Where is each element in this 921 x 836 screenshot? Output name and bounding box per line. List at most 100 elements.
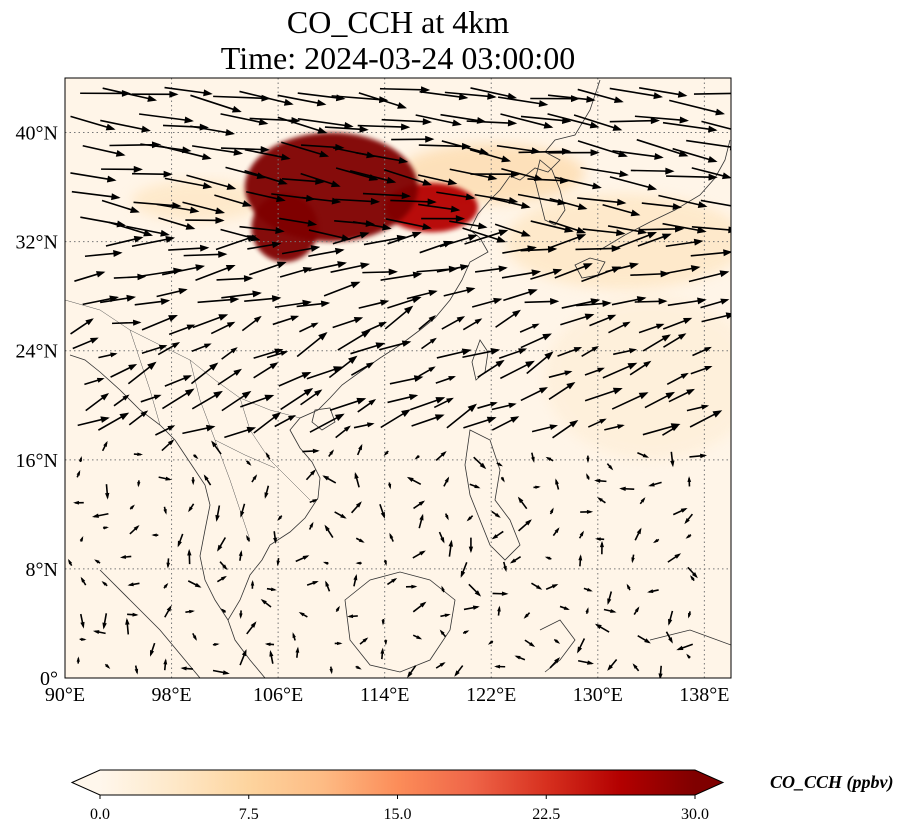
wind-arrow-head: [276, 261, 287, 269]
wind-arrow-head: [498, 229, 509, 237]
wind-arrow-head: [119, 412, 130, 421]
wind-arrow-head: [647, 589, 654, 594]
wind-arrow-head: [160, 298, 171, 305]
wind-arrow-head: [691, 572, 698, 579]
wind-arrow-head: [302, 555, 310, 560]
wind-arrow-head: [312, 448, 320, 454]
wind-arrow-head: [365, 220, 376, 228]
wind-arrow-head: [167, 425, 176, 431]
wind-arrow-head: [434, 414, 445, 421]
wind-arrow-shaft: [547, 113, 598, 128]
wind-arrow-head: [105, 123, 116, 131]
wind-arrow-head: [133, 524, 140, 531]
wind-arrow-head: [184, 388, 195, 397]
wind-arrow-head: [270, 587, 277, 592]
wind-arrow-head: [467, 403, 477, 413]
wind-arrow-head: [520, 202, 531, 209]
wind-arrow-head: [686, 388, 696, 396]
wind-arrow-head: [329, 449, 334, 455]
wind-arrow-head: [544, 351, 554, 360]
wind-arrow-head: [647, 232, 658, 239]
wind-arrow-shaft: [575, 247, 619, 251]
wind-arrow-head: [128, 364, 138, 371]
wind-arrow-head: [353, 573, 358, 581]
wind-arrow-head: [501, 591, 509, 596]
wind-arrow-head: [648, 482, 655, 487]
wind-arrow-head: [460, 570, 466, 578]
wind-arrow-head: [638, 392, 649, 400]
wind-arrow-head: [189, 609, 195, 614]
wind-arrow-head: [122, 394, 130, 401]
wind-arrow-head: [220, 608, 226, 613]
wind-arrow-head: [653, 92, 664, 100]
wind-arrow-shaft: [357, 124, 409, 128]
wind-arrow-shaft: [547, 94, 594, 101]
colorbar-gradient: [100, 770, 695, 795]
wind-arrow-head: [461, 142, 472, 150]
lat-tick-label: 24°N: [16, 341, 58, 363]
wind-arrow-shaft: [362, 192, 410, 197]
lon-tick-label: 114°E: [360, 684, 409, 706]
wind-arrow-head: [92, 630, 100, 635]
wind-arrow-head: [137, 452, 143, 457]
latitude-axis: 0° 8°N 16°N 24°N 32°N 40°N: [16, 123, 58, 690]
wind-arrow-head: [650, 117, 661, 125]
wind-arrow-head: [187, 548, 192, 556]
wind-arrow-head: [189, 206, 200, 214]
wind-arrow-head: [444, 476, 450, 483]
wind-arrow-head: [693, 238, 704, 246]
wind-arrow-head: [186, 324, 196, 331]
wind-arrow-shaft: [634, 115, 688, 122]
wind-arrow-head: [100, 393, 110, 401]
wind-arrow-head: [455, 215, 466, 223]
wind-arrow-head: [264, 642, 271, 647]
wind-arrow-head: [510, 416, 520, 423]
wind-arrow-head: [447, 178, 458, 186]
wind-arrow-head: [241, 649, 247, 657]
wind-arrow-head: [422, 179, 433, 186]
wind-arrow-shaft: [164, 177, 211, 188]
wind-arrow-head: [380, 512, 385, 519]
wind-arrow-head: [586, 95, 596, 103]
wind-arrow-head: [622, 321, 631, 328]
wind-arrow-head: [194, 582, 202, 588]
wind-arrow-head: [465, 193, 476, 201]
wind-arrow-shaft: [612, 149, 662, 159]
wind-arrow-head: [594, 478, 601, 483]
wind-arrow-head: [348, 355, 358, 365]
wind-arrow-head: [448, 539, 454, 547]
wind-arrow-head: [610, 609, 617, 613]
wind-arrow-head: [177, 540, 182, 548]
wind-arrow-head: [246, 426, 257, 434]
wind-arrow-shaft: [277, 94, 325, 106]
wind-arrow-head: [317, 127, 328, 134]
wind-arrow-head: [340, 513, 347, 519]
wind-arrow-head: [370, 197, 381, 205]
wind-arrow-head: [647, 183, 658, 191]
wind-arrow-shaft: [381, 118, 431, 123]
wind-arrow-head: [723, 249, 731, 257]
wind-arrow-head: [660, 270, 670, 278]
wind-arrow-head: [712, 410, 723, 418]
wind-arrow-head: [551, 584, 559, 589]
wind-arrow-head: [160, 229, 170, 237]
wind-arrow-head: [573, 347, 583, 353]
wind-arrow-head: [597, 497, 603, 502]
wind-arrow-head: [450, 205, 461, 213]
wind-arrow-head: [384, 640, 388, 646]
wind-arrow-shaft: [281, 141, 328, 157]
wind-arrow-head: [273, 537, 278, 545]
wind-arrow-shaft: [239, 225, 283, 233]
wind-arrow-head: [670, 460, 675, 468]
wind-arrow-head: [105, 492, 110, 500]
wind-arrow-head: [512, 309, 521, 318]
wind-arrow-head: [536, 584, 543, 590]
wind-arrow-head: [132, 612, 139, 617]
map-time-subtitle: Time: 2024-03-24 03:00:00: [220, 40, 576, 76]
wind-arrow-shaft: [693, 92, 731, 95]
wind-arrow-shaft: [70, 115, 114, 130]
wind-arrow-shaft: [636, 138, 687, 157]
wind-arrow-shaft: [470, 87, 516, 99]
wind-arrow-head: [408, 393, 419, 401]
